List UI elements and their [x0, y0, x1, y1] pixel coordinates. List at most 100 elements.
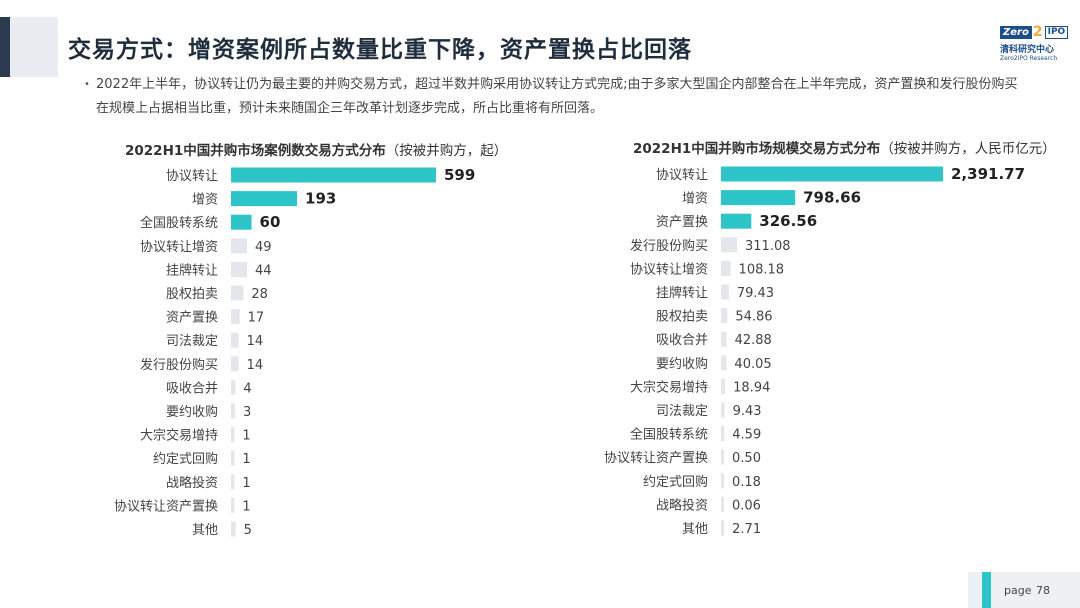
- right-category-label: 股权拍卖: [656, 309, 708, 325]
- right-category-label: 协议转让增资: [630, 262, 708, 277]
- left-category-label: 全国股转系统: [140, 215, 218, 231]
- left-chart-title: 2022H1中国并购市场案例数交易方式分布（按被并购方，起）: [125, 139, 507, 159]
- right-bar: [721, 284, 729, 300]
- left-bar-chart: 协议转让 599 增资 193 全国股转系统 60 协议转让增资 49 挂牌转让 44 股权拍卖 28…: [114, 166, 475, 538]
- page-footer: page 78: [968, 572, 1080, 608]
- right-bar: [721, 426, 725, 442]
- right-category-label: 挂牌转让: [656, 285, 708, 301]
- left-bar: [231, 497, 235, 513]
- left-bar: [231, 521, 236, 537]
- right-value-label: 0.06: [732, 498, 761, 513]
- left-value-label: 4: [243, 381, 251, 396]
- left-category-label: 其他: [192, 523, 218, 538]
- left-category-label: 股权拍卖: [166, 286, 218, 302]
- left-category-label: 协议转让增资: [140, 240, 218, 255]
- right-bar: [721, 496, 725, 512]
- right-category-label: 大宗交易增持: [630, 379, 708, 395]
- right-bar: [721, 473, 725, 489]
- left-category-label: 大宗交易增持: [140, 428, 218, 444]
- left-value-label: 14: [247, 358, 264, 373]
- right-bar-chart: 协议转让 2,391.77 增资 798.66 资产置换 326.56 发行股份购买 311.…: [604, 165, 1025, 537]
- right-bar: [721, 308, 728, 324]
- right-value-label: 0.50: [732, 451, 761, 466]
- right-chart-title-main: 2022H1中国并购市场规模交易方式分布: [633, 141, 881, 157]
- left-value-label: 44: [255, 263, 272, 278]
- left-bar: [231, 332, 239, 348]
- right-category-label: 资产置换: [656, 215, 708, 230]
- right-value-label: 2,391.77: [951, 165, 1025, 183]
- bullet-icon: •: [84, 79, 90, 90]
- right-category-label: 协议转让: [656, 168, 708, 183]
- page-footer-accent: [982, 572, 991, 608]
- right-value-label: 0.18: [732, 475, 761, 490]
- left-category-label: 协议转让资产置换: [114, 499, 218, 514]
- page-label: page: [1004, 584, 1032, 597]
- left-value-label: 599: [444, 166, 475, 184]
- left-category-label: 发行股份购买: [140, 357, 218, 373]
- left-category-label: 资产置换: [166, 311, 218, 326]
- left-category-label: 要约收购: [166, 404, 218, 420]
- right-category-label: 战略投资: [656, 497, 708, 513]
- right-category-label: 增资: [682, 192, 708, 207]
- right-bar: [721, 402, 725, 418]
- left-value-label: 5: [244, 523, 252, 538]
- left-bar: [231, 356, 239, 372]
- right-bar: [721, 331, 727, 347]
- left-bar: [231, 167, 436, 183]
- left-category-label: 协议转让: [166, 169, 218, 184]
- right-value-label: 79.43: [737, 286, 774, 301]
- right-bar: [721, 449, 725, 465]
- page-title: 交易方式：增资案例所占数量比重下降，资产置换占比回落: [68, 37, 692, 63]
- right-bar: [721, 166, 943, 182]
- right-category-label: 约定式回购: [643, 474, 708, 490]
- right-value-label: 54.86: [735, 310, 772, 325]
- left-bar: [231, 238, 247, 254]
- left-bar: [231, 261, 247, 277]
- right-value-label: 311.08: [745, 239, 791, 254]
- left-value-label: 17: [248, 311, 265, 326]
- right-value-label: 4.59: [732, 428, 761, 443]
- left-value-label: 14: [247, 334, 264, 349]
- logo-two: 2: [1032, 24, 1043, 40]
- left-bar: [231, 191, 298, 207]
- left-bar: [231, 379, 236, 395]
- right-category-label: 司法裁定: [656, 403, 708, 419]
- right-value-label: 18.94: [733, 380, 770, 395]
- right-category-label: 协议转让资产置换: [604, 451, 708, 466]
- left-value-label: 193: [305, 190, 336, 208]
- header-band: [10, 17, 58, 77]
- left-value-label: 60: [260, 213, 281, 231]
- right-value-label: 326.56: [759, 212, 817, 230]
- logo-ipo: IPO: [1044, 26, 1069, 39]
- right-bar: [721, 237, 737, 253]
- left-category-label: 挂牌转让: [166, 262, 218, 278]
- right-value-label: 798.66: [803, 189, 861, 207]
- header-accent-bar: [0, 17, 10, 77]
- right-chart-title: 2022H1中国并购市场规模交易方式分布（按被并购方，人民币亿元）: [633, 137, 1056, 157]
- left-bar: [231, 309, 240, 325]
- right-bar: [721, 355, 727, 371]
- right-category-label: 发行股份购买: [630, 238, 708, 254]
- right-category-label: 吸收合并: [656, 333, 708, 348]
- right-chart-title-sub: （按被并购方，人民币亿元）: [880, 141, 1056, 157]
- logo-mark: Zero 2 IPO: [1000, 24, 1069, 40]
- left-value-label: 1: [242, 476, 250, 491]
- right-bar: [721, 520, 725, 536]
- left-value-label: 1: [242, 499, 250, 514]
- zero2ipo-logo: Zero 2 IPO 清科研究中心 Zero2IPO Research: [1000, 24, 1069, 66]
- left-bar: [231, 285, 244, 301]
- right-bar: [721, 260, 731, 276]
- right-value-label: 42.88: [735, 333, 772, 348]
- left-value-label: 1: [242, 429, 250, 444]
- logo-zero: Zero: [1000, 26, 1032, 39]
- left-value-label: 28: [251, 287, 268, 302]
- page-number: 78: [1036, 584, 1050, 597]
- right-value-label: 2.71: [732, 522, 761, 537]
- left-category-label: 增资: [192, 193, 218, 208]
- right-category-label: 全国股转系统: [630, 427, 708, 443]
- right-bar: [721, 190, 796, 206]
- right-value-label: 108.18: [739, 262, 785, 277]
- left-chart-title-sub: （按被并购方，起）: [385, 143, 508, 159]
- left-value-label: 49: [255, 240, 272, 255]
- right-category-label: 要约收购: [656, 356, 708, 372]
